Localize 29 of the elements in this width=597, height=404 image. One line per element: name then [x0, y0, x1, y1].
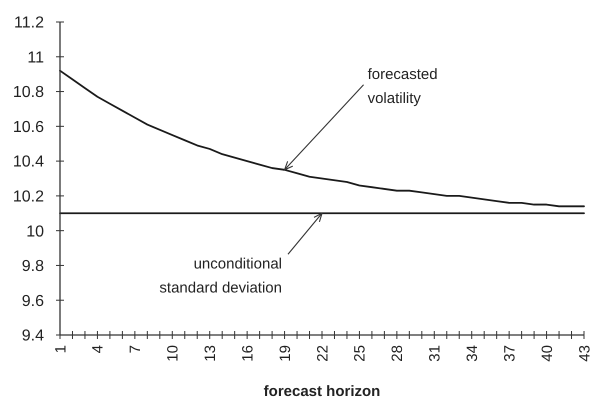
x-tick-label: 43 — [576, 345, 594, 362]
x-tick-label: 16 — [239, 345, 256, 362]
x-tick-label: 31 — [426, 345, 444, 362]
x-tick-label: 34 — [464, 345, 481, 362]
x-tick-label: 4 — [90, 345, 107, 354]
annotation: unconditional standard deviation — [159, 255, 282, 296]
y-tick-label: 9.6 — [22, 292, 44, 310]
y-tick-label: 11.2 — [14, 14, 44, 32]
y-tick-label: 10.6 — [12, 118, 44, 136]
x-tick-label: 1 — [52, 345, 70, 354]
y-tick-label: 9.8 — [22, 258, 44, 276]
x-tick-label: 28 — [389, 345, 406, 362]
y-tick-label: 10.8 — [12, 84, 44, 102]
y-tick-label: 10.4 — [12, 154, 44, 171]
y-tick-label: 9.4 — [22, 328, 44, 345]
x-tick-label: 7 — [127, 345, 144, 354]
x-tick-label: 13 — [202, 345, 219, 362]
x-tick-label: 40 — [538, 345, 556, 362]
line-series — [59, 70, 585, 208]
y-tick-label: 10.2 — [12, 188, 44, 206]
y-tick-label: 10 — [26, 223, 44, 240]
x-axis-title: forecast horizon — [264, 383, 380, 400]
x-tick-label: 10 — [164, 345, 182, 362]
x-tick-label: 37 — [501, 345, 518, 362]
x-tick-label: 19 — [276, 345, 294, 362]
x-tick-label: 25 — [352, 345, 369, 362]
x-tick-label: 22 — [314, 345, 332, 362]
y-tick-label: 11 — [27, 49, 44, 66]
annotation: forecasted volatility — [368, 66, 438, 107]
